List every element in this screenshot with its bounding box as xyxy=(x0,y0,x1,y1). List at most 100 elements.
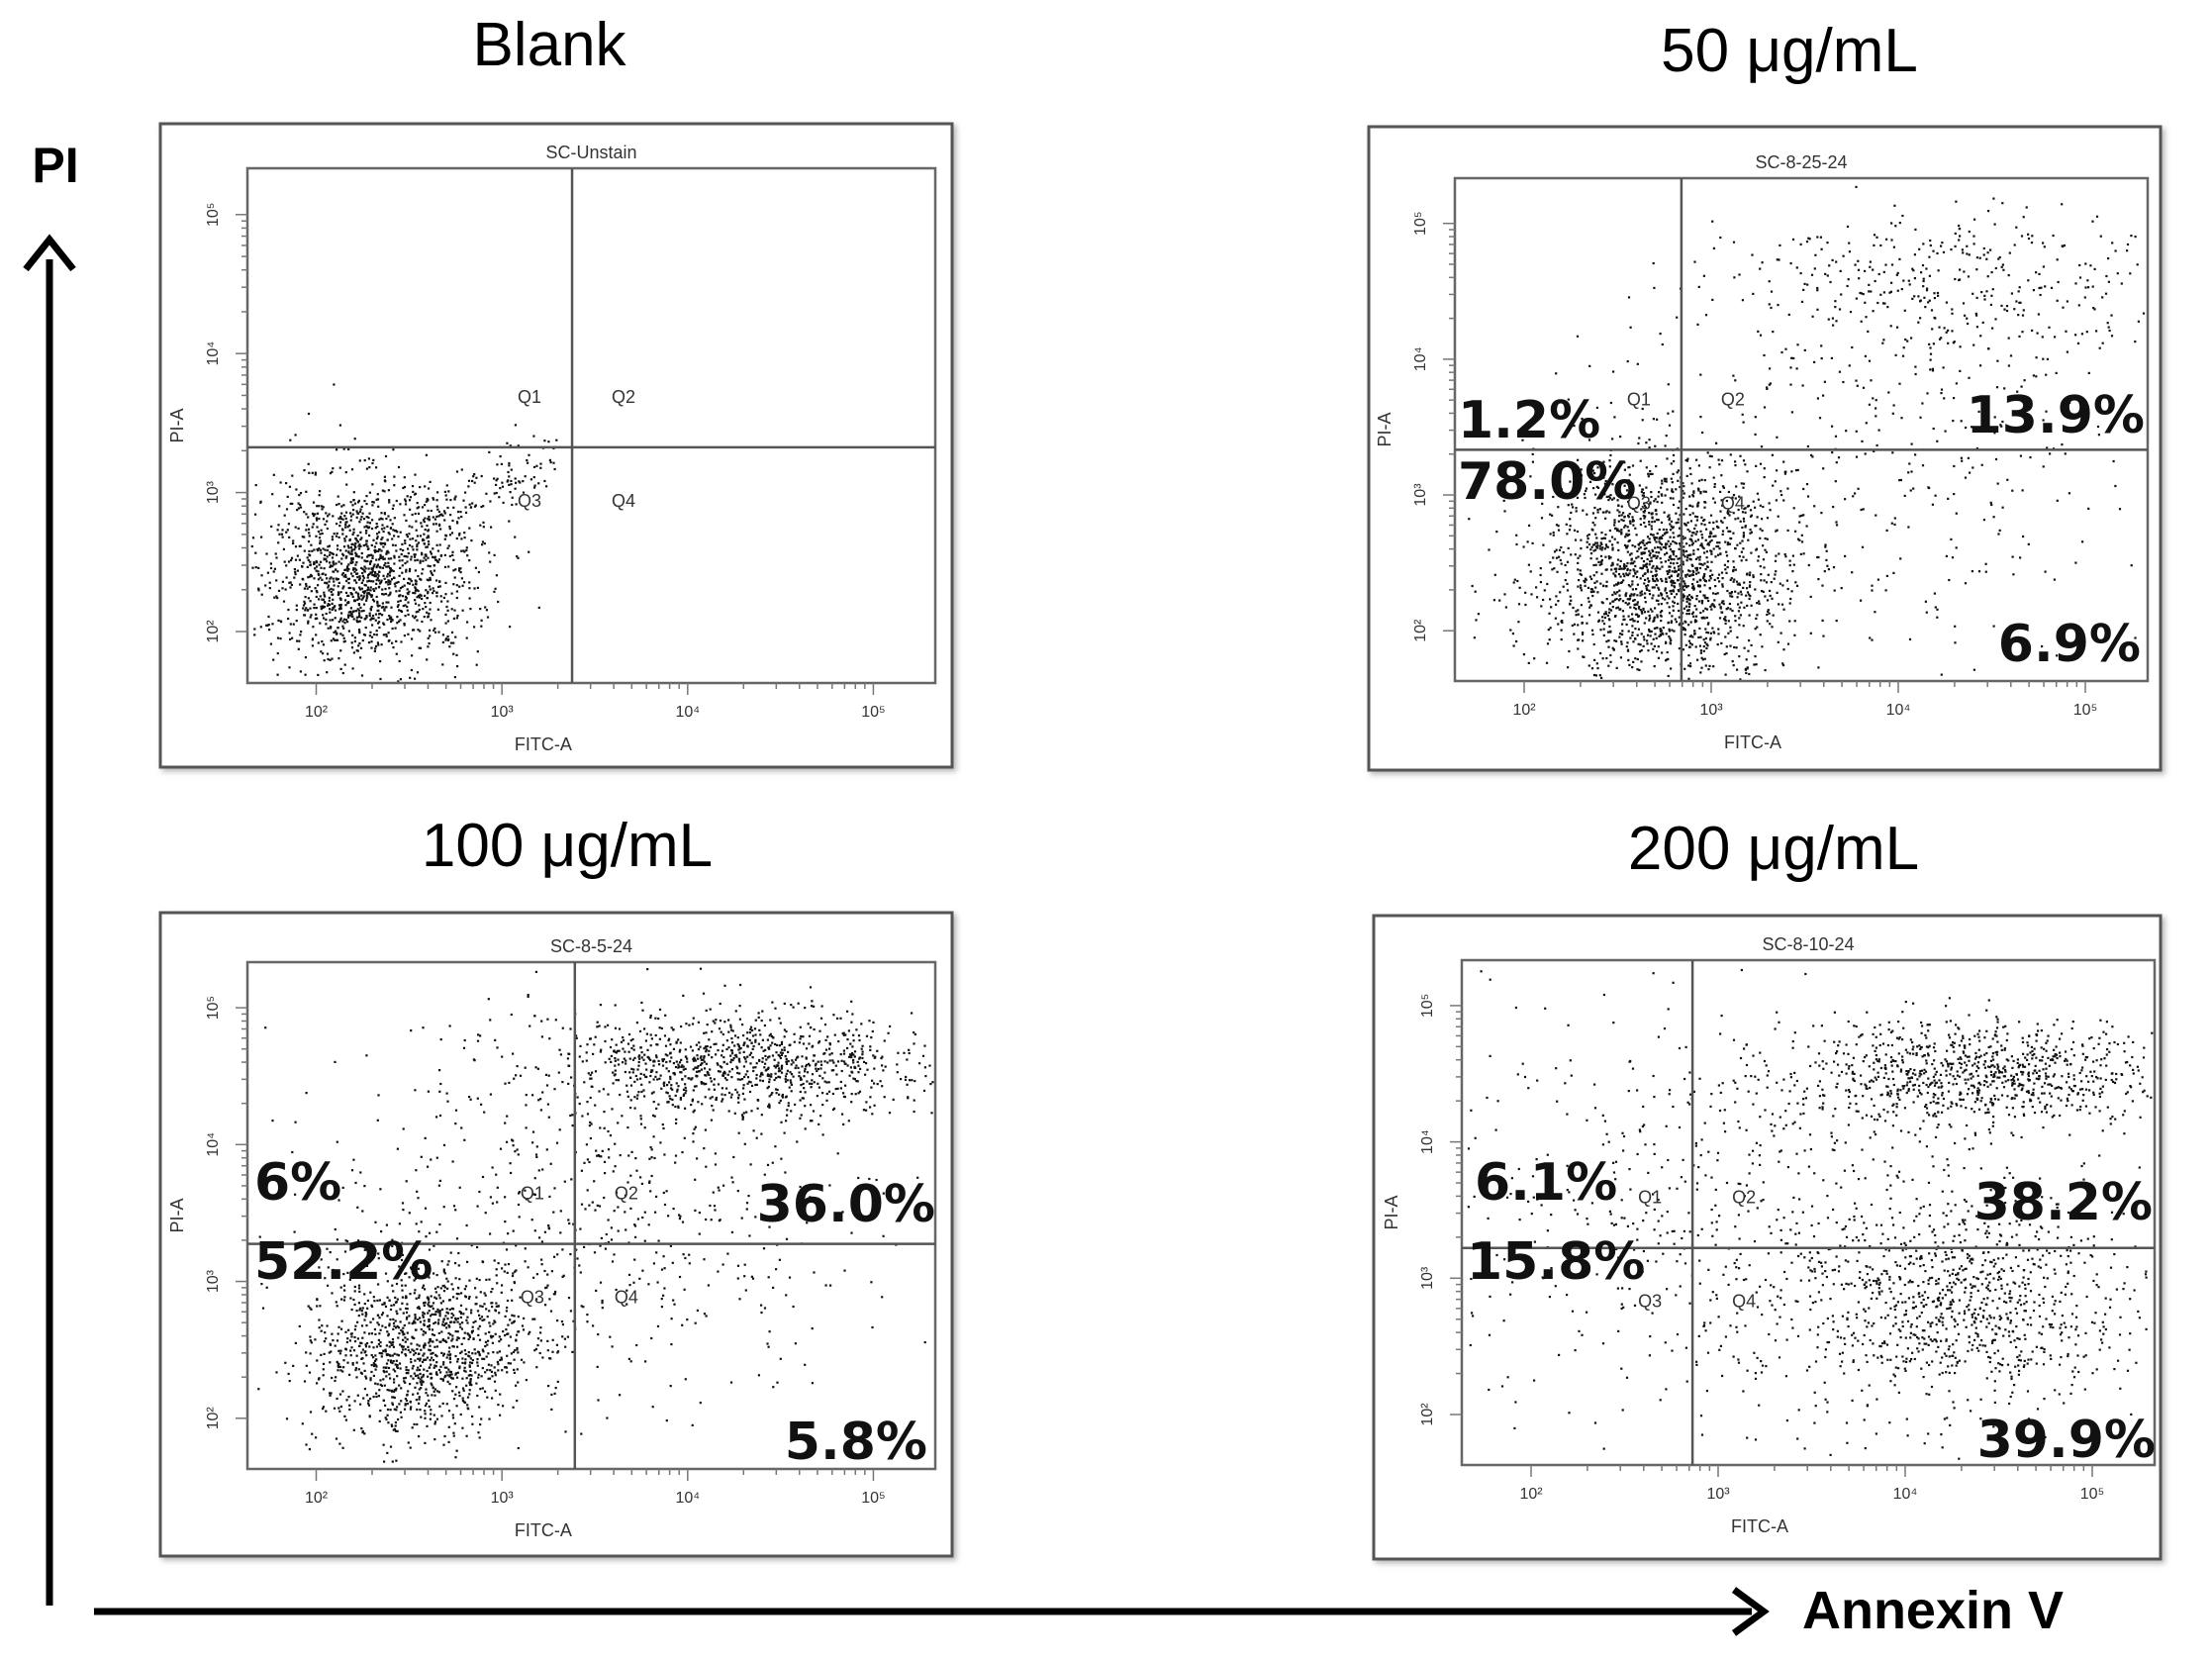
event-dot xyxy=(486,1396,489,1399)
event-dot xyxy=(1788,559,1791,562)
event-dot xyxy=(451,1337,454,1340)
event-dot xyxy=(1634,637,1637,640)
event-dot xyxy=(346,526,349,529)
event-dot xyxy=(1928,486,1931,490)
event-dot xyxy=(1860,320,1863,323)
event-dot xyxy=(323,617,326,620)
event-dot xyxy=(311,549,314,552)
event-dot xyxy=(340,512,343,515)
event-dot xyxy=(351,575,354,578)
event-dot xyxy=(267,615,270,619)
event-dot xyxy=(1691,573,1694,576)
event-dot xyxy=(471,502,474,505)
event-dot xyxy=(311,471,314,474)
event-dot xyxy=(1542,598,1545,602)
event-dot xyxy=(1896,271,1899,274)
event-dot xyxy=(1883,302,1886,305)
event-dot xyxy=(1674,541,1677,544)
event-dot xyxy=(480,1417,483,1420)
event-dot xyxy=(502,1330,505,1333)
event-dot xyxy=(363,583,366,587)
event-dot xyxy=(1689,558,1692,561)
event-dot xyxy=(1953,464,1956,468)
event-dot xyxy=(346,577,349,581)
event-dot xyxy=(469,608,472,611)
event-dot xyxy=(1589,604,1592,607)
event-dot xyxy=(335,568,337,571)
event-dot xyxy=(444,581,447,584)
event-dot xyxy=(441,640,444,643)
event-dot xyxy=(1631,516,1634,519)
event-dot xyxy=(1756,602,1759,605)
event-dot xyxy=(424,1331,427,1334)
event-dot xyxy=(393,1390,396,1393)
event-dot xyxy=(1700,656,1703,659)
event-dot xyxy=(1794,581,1797,584)
event-dot xyxy=(422,538,425,542)
event-dot xyxy=(380,1355,383,1358)
event-dot xyxy=(421,620,424,624)
event-dot xyxy=(1997,257,2000,260)
event-dot xyxy=(427,518,430,521)
event-dot xyxy=(1649,472,1652,476)
event-dot xyxy=(2107,326,2110,329)
event-dot xyxy=(1826,242,1829,244)
event-dot xyxy=(342,575,345,578)
event-dot xyxy=(356,535,359,537)
event-dot xyxy=(1596,511,1599,514)
event-dot xyxy=(441,1338,444,1342)
event-dot xyxy=(1639,459,1642,462)
event-dot xyxy=(405,570,408,573)
event-dot xyxy=(355,516,358,519)
event-dot xyxy=(2062,244,2065,248)
event-dot xyxy=(1955,382,1958,385)
event-dot xyxy=(405,1372,408,1375)
event-dot xyxy=(344,604,347,607)
event-dot xyxy=(264,584,267,587)
y-tick-label: 10² xyxy=(1412,619,1429,642)
event-dot xyxy=(1613,567,1616,570)
event-dot xyxy=(1685,559,1688,562)
event-dot xyxy=(387,1421,390,1424)
event-dot xyxy=(413,1372,416,1375)
event-dot xyxy=(1769,382,1772,385)
event-dot xyxy=(1620,581,1623,584)
event-dot xyxy=(398,1403,401,1406)
event-dot xyxy=(344,517,347,520)
event-dot xyxy=(430,552,433,555)
event-dot xyxy=(1598,544,1601,547)
event-dot xyxy=(1683,595,1686,598)
event-dot xyxy=(1932,427,1935,431)
event-dot xyxy=(1694,557,1697,560)
event-dot xyxy=(507,479,510,482)
event-dot xyxy=(1703,519,1706,522)
event-dot xyxy=(384,454,388,458)
event-dot xyxy=(1922,277,1925,280)
event-dot xyxy=(1728,542,1732,545)
event-dot xyxy=(1964,476,1968,479)
event-dot xyxy=(1601,546,1604,549)
event-dot xyxy=(1731,660,1734,663)
event-dot xyxy=(422,1333,425,1336)
event-dot xyxy=(451,1414,454,1416)
event-dot xyxy=(1696,580,1699,583)
event-dot xyxy=(368,635,371,637)
event-dot xyxy=(416,596,419,599)
event-dot xyxy=(332,637,335,640)
event-dot xyxy=(476,1394,479,1398)
event-dot xyxy=(1616,499,1619,502)
event-dot xyxy=(409,496,412,499)
event-dot xyxy=(330,1392,333,1395)
event-dot xyxy=(1707,543,1710,546)
event-dot xyxy=(354,537,357,540)
event-dot xyxy=(2093,267,2096,270)
event-dot xyxy=(375,630,378,633)
event-dot xyxy=(358,1344,361,1347)
event-dot xyxy=(1810,273,1814,276)
event-dot xyxy=(377,1323,380,1326)
event-dot xyxy=(303,511,306,514)
event-dot xyxy=(1919,317,1922,320)
event-dot xyxy=(400,1344,404,1347)
event-dot xyxy=(1672,532,1675,535)
